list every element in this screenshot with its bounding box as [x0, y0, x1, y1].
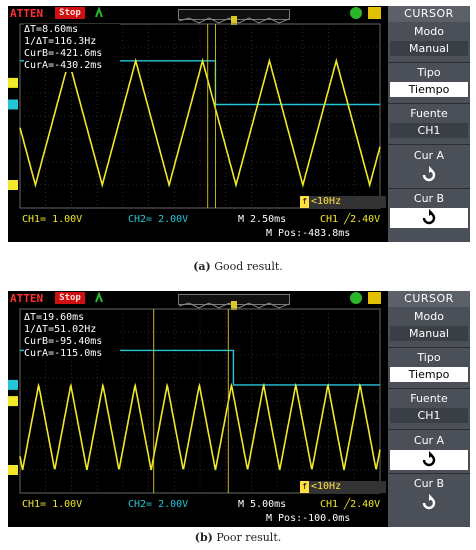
menu-item-label: Fuente: [410, 392, 448, 405]
print-icon: [368, 292, 381, 304]
trigger-marker: [8, 77, 18, 88]
memory-position-strip: [178, 294, 290, 310]
trigger-icon: [95, 292, 103, 303]
scope-screen-b: ATTEN Stop ΔT=19.60ms 1/ΔT=51.02Hz CurB=…: [8, 291, 388, 527]
memory-position-strip: [178, 9, 290, 25]
ch2-scale: CH2= 2.00V: [128, 499, 189, 510]
ch1-marker: [8, 465, 18, 475]
ch1-trace: [19, 57, 381, 189]
delta-t-readout: ΔT=8.60ms: [24, 24, 79, 35]
menu-item-label: Cur B: [413, 192, 445, 205]
brand-label: ATTEN: [10, 7, 44, 20]
ch1-scale: CH1= 1.00V: [22, 214, 83, 225]
cursor-menu-b: CURSOR Modo Manual Tipo Tiempo Fuente CH…: [388, 291, 470, 527]
menu-item-value: CH1: [390, 123, 468, 138]
cursor-readout: ΔT=19.60ms 1/ΔT=51.02Hz CurB=-95.40ms Cu…: [24, 312, 120, 360]
menu-item-value: Manual: [390, 41, 468, 56]
frequency-icon: f: [300, 481, 309, 493]
ch1-scale: CH1= 1.00V: [22, 499, 83, 510]
inverse-delta-t-readout: 1/ΔT=51.02Hz: [24, 324, 97, 335]
menu-title: CURSOR: [388, 291, 470, 307]
ch2-scale: CH2= 2.00V: [128, 214, 189, 225]
rotate-knob-icon: [390, 493, 468, 513]
usb-status-icon: [350, 7, 362, 19]
menu-title: CURSOR: [388, 6, 470, 22]
menu-item-cur-b[interactable]: Cur B: [388, 475, 470, 513]
menu-item-modo[interactable]: Modo Manual: [388, 23, 470, 56]
ch2-marker: [8, 379, 18, 390]
menu-item-modo[interactable]: Modo Manual: [388, 308, 470, 341]
menu-item-cur-b[interactable]: Cur B: [388, 190, 470, 228]
cursor-readout: ΔT=8.60ms 1/ΔT=116.3Hz CurB=-421.6ms Cur…: [24, 24, 120, 72]
timebase: M 5.00ms: [238, 499, 287, 510]
rotate-knob-icon: [390, 208, 468, 228]
menu-item-label: Cur A: [413, 149, 445, 162]
frequency-counter: f <10Hz: [300, 481, 386, 493]
trigger-level: CH1 ╱2.40V: [320, 499, 381, 510]
menu-item-value: Tiempo: [390, 367, 468, 382]
delta-t-readout: ΔT=19.60ms: [24, 312, 85, 323]
scope-status-bar: CH1= 1.00V CH2= 2.00V M 2.50ms CH1 ╱2.40…: [8, 212, 388, 242]
menu-item-label: Cur A: [413, 434, 445, 447]
menu-item-label: Fuente: [410, 107, 448, 120]
scope-topbar: ATTEN Stop: [8, 6, 388, 25]
memory-position: M Pos:-483.8ms: [266, 228, 351, 239]
menu-item-value: Manual: [390, 326, 468, 341]
menu-item-tipo[interactable]: Tipo Tiempo: [388, 64, 470, 97]
figure-caption-b: (b) Poor result.: [194, 531, 282, 544]
menu-item-cur-a[interactable]: Cur A: [388, 432, 470, 470]
menu-item-value: CH1: [390, 408, 468, 423]
menu-item-label: Tipo: [417, 351, 441, 364]
cursor-a-readout: CurA=-115.0ms: [24, 348, 103, 359]
menu-item-label: Tipo: [417, 66, 441, 79]
rotate-knob-icon: [390, 165, 468, 185]
ch1-marker: [8, 180, 18, 190]
figure-caption-a: (a) Good result.: [193, 260, 283, 273]
inverse-delta-t-readout: 1/ΔT=116.3Hz: [24, 36, 97, 47]
cursor-b-readout: CurB=-421.6ms: [24, 48, 103, 59]
rotate-knob-icon: [390, 450, 468, 470]
usb-status-icon: [350, 292, 362, 304]
timebase: M 2.50ms: [238, 214, 287, 225]
menu-item-label: Modo: [414, 25, 444, 38]
scope-screen-a: ATTEN Stop ΔT=8.60ms 1/ΔT=116.3Hz CurB=-…: [8, 6, 388, 242]
frequency-icon: f: [300, 196, 309, 208]
ch2-marker: [8, 99, 18, 110]
ch1-trace: [19, 382, 381, 471]
menu-item-label: Modo: [414, 310, 444, 323]
ch2-trace: [20, 349, 380, 386]
trigger-level: CH1 ╱2.40V: [320, 214, 381, 225]
brand-label: ATTEN: [10, 292, 44, 305]
scope-status-bar: CH1= 1.00V CH2= 2.00V M 5.00ms CH1 ╱2.40…: [8, 497, 388, 527]
menu-item-fuente[interactable]: Fuente CH1: [388, 105, 470, 138]
menu-item-label: Cur B: [413, 477, 445, 490]
menu-item-tipo[interactable]: Tipo Tiempo: [388, 349, 470, 382]
frequency-counter: f <10Hz: [300, 196, 386, 208]
cursor-menu-a: CURSOR Modo Manual Tipo Tiempo Fuente CH…: [388, 6, 470, 242]
trigger-icon: [95, 7, 103, 18]
cursor-a-readout: CurA=-430.2ms: [24, 60, 103, 71]
menu-item-cur-a[interactable]: Cur A: [388, 147, 470, 185]
memory-position: M Pos:-100.0ms: [266, 513, 351, 524]
run-state-badge[interactable]: Stop: [55, 7, 85, 19]
trigger-marker: [8, 396, 18, 407]
cursor-b-readout: CurB=-95.40ms: [24, 336, 103, 347]
run-state-badge[interactable]: Stop: [55, 292, 85, 304]
print-icon: [368, 7, 381, 19]
menu-item-fuente[interactable]: Fuente CH1: [388, 390, 470, 423]
menu-item-value: Tiempo: [390, 82, 468, 97]
scope-topbar: ATTEN Stop: [8, 291, 388, 310]
